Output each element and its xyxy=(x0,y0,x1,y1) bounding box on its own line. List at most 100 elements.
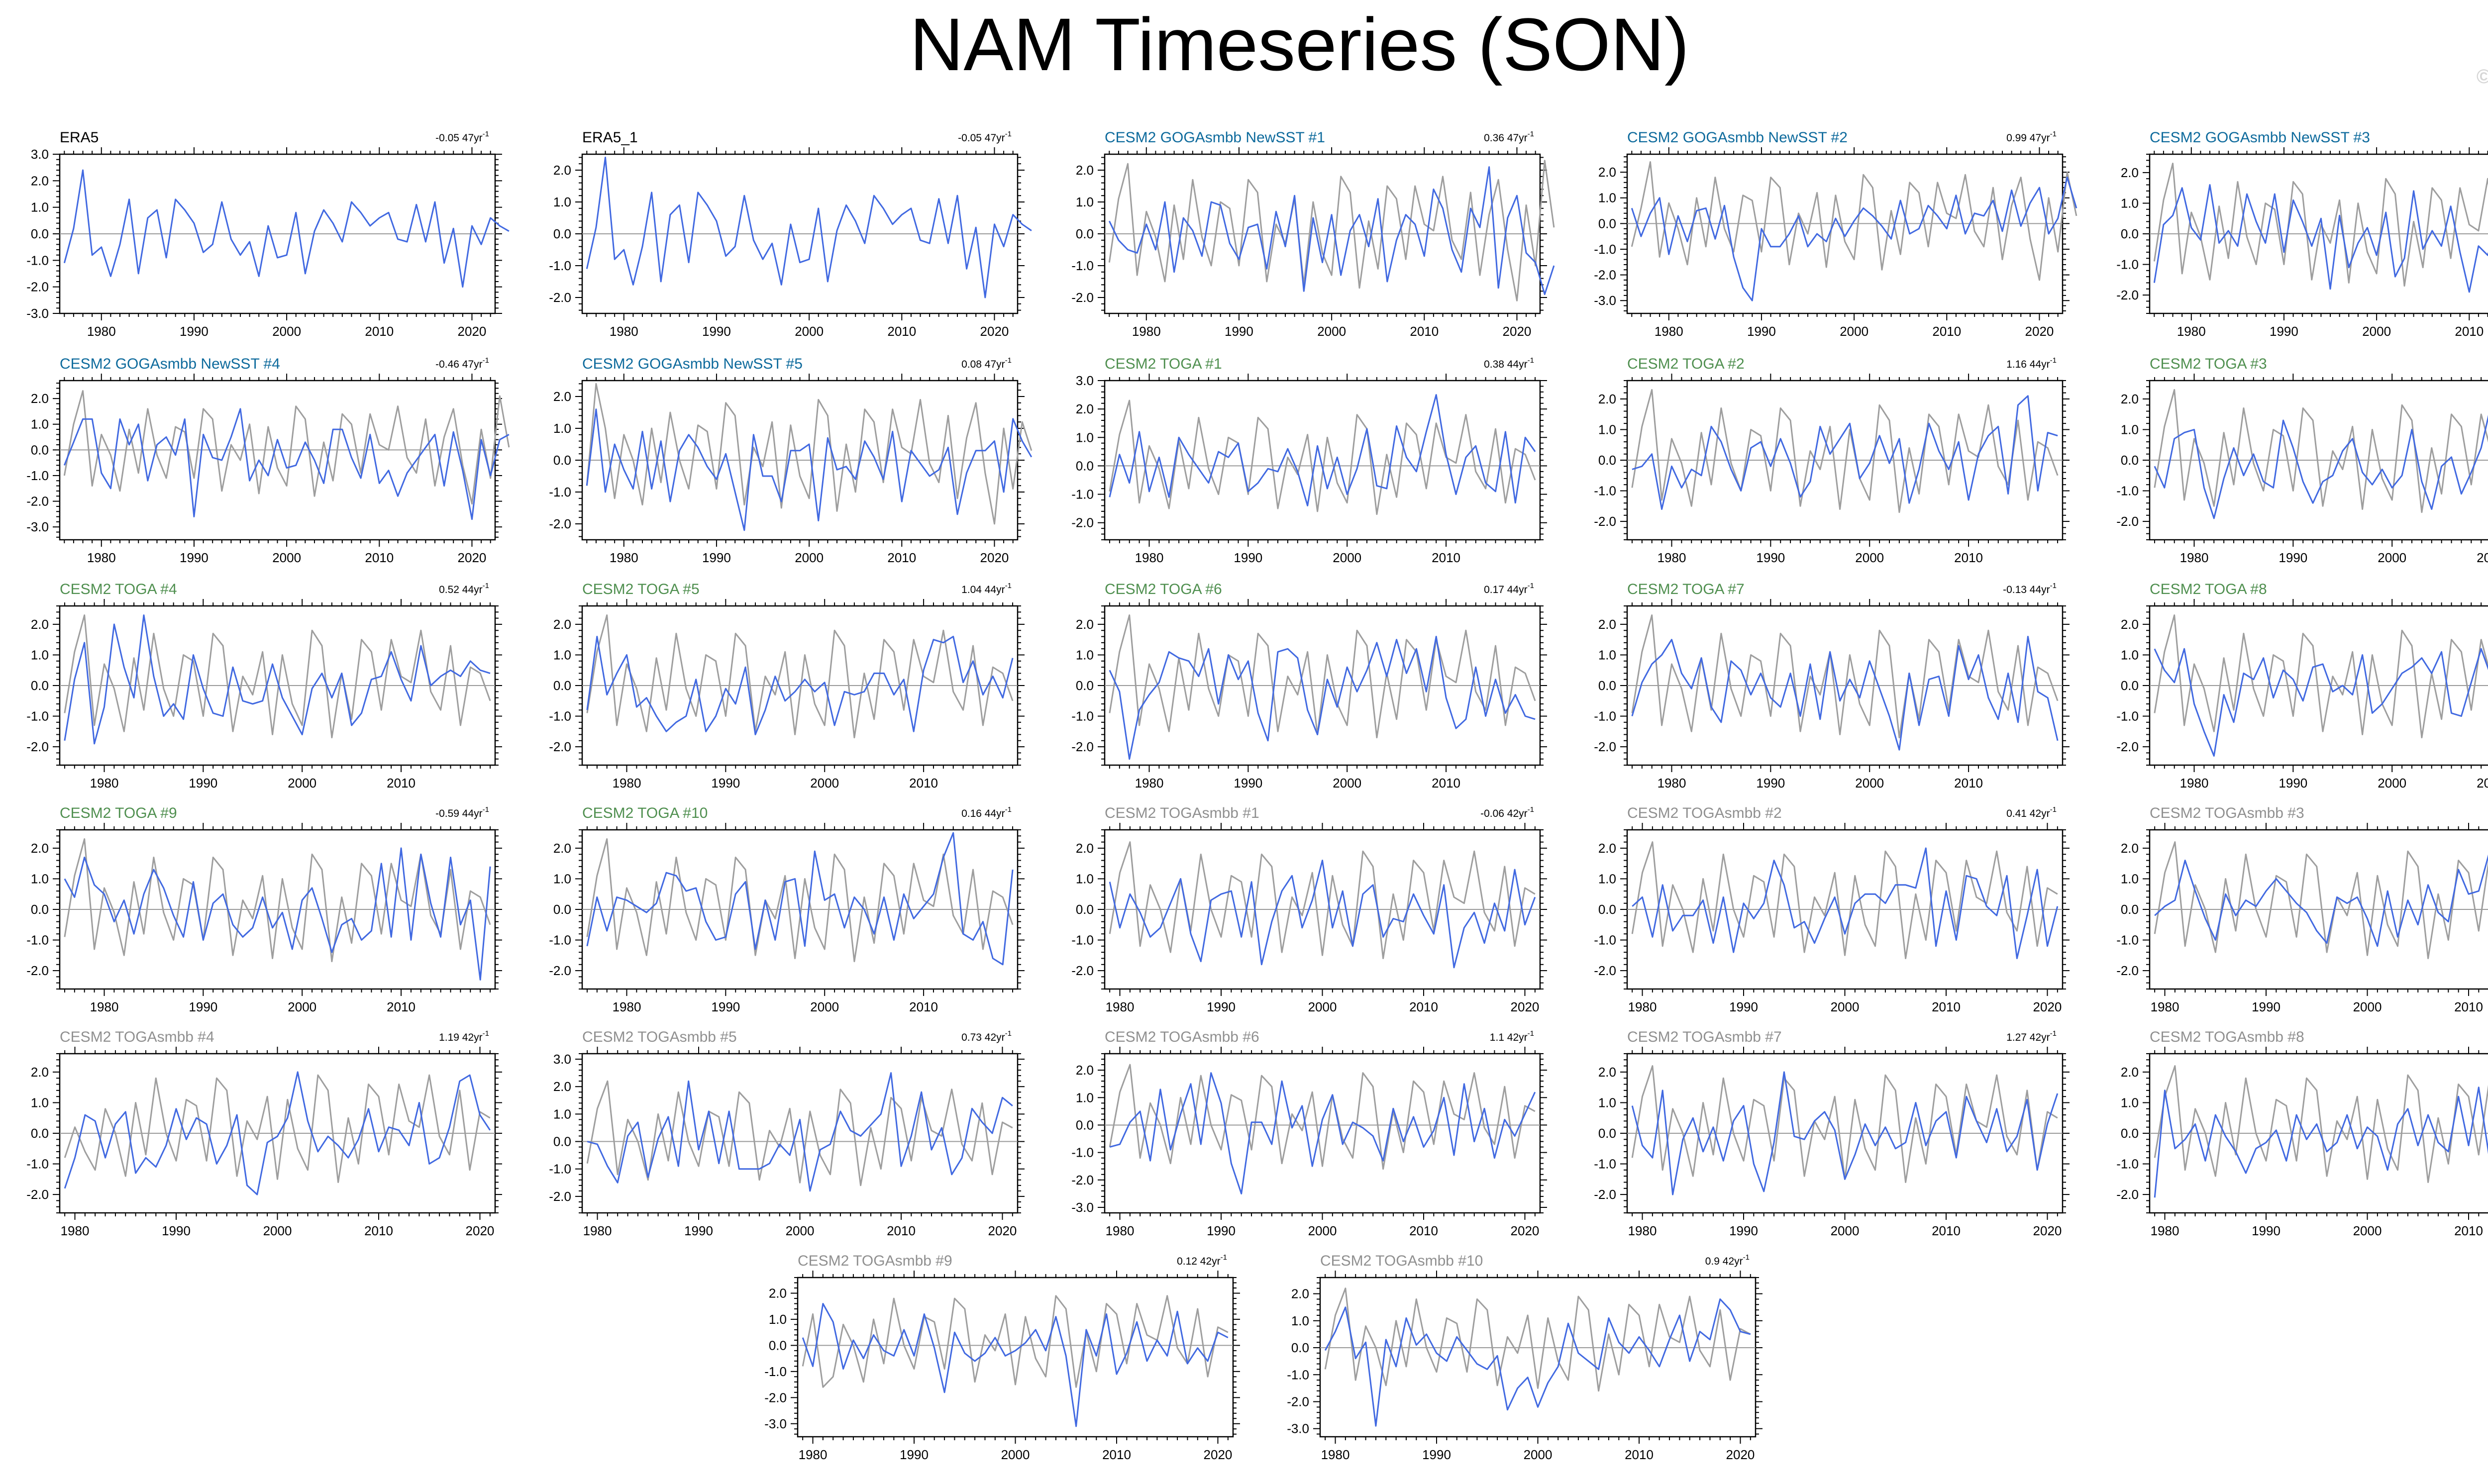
x-tick-label: 1990 xyxy=(2270,324,2298,339)
x-tick-label: 2020 xyxy=(1726,1447,1755,1462)
x-tick-label: 1980 xyxy=(90,776,119,791)
y-tick-label: -2.0 xyxy=(26,739,49,754)
y-tick-label: 0.0 xyxy=(1076,226,1094,241)
panel-title: ERA5 xyxy=(60,129,99,146)
y-tick-label: 1.0 xyxy=(1076,871,1094,886)
x-tick-label: 2000 xyxy=(1333,550,1361,565)
x-tick-label: 2010 xyxy=(2454,999,2483,1014)
panel-title: CESM2 GOGAsmbb NewSST #5 xyxy=(582,356,803,372)
x-tick-label: 1990 xyxy=(1225,324,1253,339)
y-tick-label: 0.0 xyxy=(1598,216,1616,231)
comparison-series-line xyxy=(1631,389,2059,513)
panel-18: 1980 1990 2000 2010 2020 -2.0 -1.0 0.0 1.0 2.0 CES… xyxy=(1071,805,1547,1014)
y-tick-label: 2.0 xyxy=(1076,841,1094,856)
trend-exponent: -1 xyxy=(1528,805,1534,814)
panel-trend: 0.99 47yr-1 xyxy=(2006,130,2057,144)
panel-title: CESM2 GOGAsmbb NewSST #3 xyxy=(2150,129,2370,146)
panel-trend: 0.52 44yr-1 xyxy=(439,582,489,595)
primary-series-line xyxy=(1631,177,2077,301)
primary-series-line xyxy=(1631,636,2059,751)
y-tick-label: 0.0 xyxy=(2121,678,2139,693)
y-tick-label: 0.0 xyxy=(553,453,571,468)
x-tick-label: 1990 xyxy=(1747,324,1776,339)
y-tick-label: 1.0 xyxy=(31,871,49,886)
y-tick-label: -2.0 xyxy=(549,963,571,978)
comparison-series-line xyxy=(1631,161,2077,281)
x-tick-label: 2010 xyxy=(909,776,938,791)
trend-exponent: -1 xyxy=(2050,1029,2057,1038)
panel-25: 19801990200020102020-2.0-1.00.01.02.0CES… xyxy=(2116,1029,2488,1238)
comparison-series-line xyxy=(63,390,510,505)
y-tick-label: -2.0 xyxy=(2116,514,2139,529)
y-tick-label: 2.0 xyxy=(1598,617,1616,632)
x-tick-label: 2000 xyxy=(1317,324,1346,339)
plot-frame xyxy=(1626,153,2064,314)
trend-exponent: -1 xyxy=(2050,582,2057,590)
x-tick-label: 2000 xyxy=(263,1223,292,1238)
panel-trend: 1.19 42yr-1 xyxy=(439,1029,489,1043)
x-tick-label: 1990 xyxy=(702,324,731,339)
x-tick-label: 2010 xyxy=(1954,776,1983,791)
x-tick-label: 1980 xyxy=(90,999,119,1014)
y-tick-label: 1.0 xyxy=(31,200,49,215)
x-tick-label: 2010 xyxy=(2477,550,2488,565)
y-tick-label: 0.0 xyxy=(31,678,49,693)
panel-15: 1980 1990 2000 2010 -2.0 -1.0 0.0 1.0 2.0 CESM2 T… xyxy=(2116,581,2488,791)
x-tick-label: 1980 xyxy=(583,1223,612,1238)
plot-frame xyxy=(581,1053,1019,1214)
x-tick-label: 1990 xyxy=(1207,1223,1236,1238)
y-tick-label: 1.0 xyxy=(1598,647,1616,662)
comparison-series-line xyxy=(2154,841,2488,959)
comparison-series-line xyxy=(64,614,491,739)
x-tick-label: 1980 xyxy=(2180,550,2209,565)
comparison-series-line xyxy=(1631,841,2058,959)
y-tick-label: 0.0 xyxy=(553,678,571,693)
primary-series-line xyxy=(64,1071,491,1195)
x-tick-label: 2000 xyxy=(795,324,824,339)
y-tick-label: 2.0 xyxy=(553,617,571,632)
x-tick-label: 2020 xyxy=(2033,999,2062,1014)
y-tick-label: 0.0 xyxy=(1598,678,1616,693)
x-tick-label: 2010 xyxy=(387,999,415,1014)
primary-series-line xyxy=(802,1303,1229,1427)
panel-trend: 1.1 42yr-1 xyxy=(1490,1029,1534,1043)
y-tick-label: -2.0 xyxy=(2116,288,2139,302)
x-tick-label: 2020 xyxy=(458,324,487,339)
primary-series-line xyxy=(2153,184,2488,293)
trend-exponent: -1 xyxy=(1005,356,1012,365)
x-tick-label: 2000 xyxy=(810,999,839,1014)
y-tick-label: 1.0 xyxy=(553,421,571,436)
y-tick-label: -2.0 xyxy=(2116,739,2139,754)
comparison-series-line xyxy=(1108,160,1555,301)
x-tick-label: 2000 xyxy=(1001,1447,1030,1462)
y-tick-label: -1.0 xyxy=(2116,484,2139,498)
primary-series-line xyxy=(63,408,510,520)
y-tick-label: -1.0 xyxy=(1071,933,1094,948)
panel-27: 1980 1990 2000 2010 2020 -3.0 -2.0 -1.0 0.0 1.0 2.… xyxy=(1287,1253,1762,1462)
panel-title: CESM2 TOGA #7 xyxy=(1627,581,1745,597)
x-tick-label: 2000 xyxy=(2362,324,2391,339)
x-tick-label: 2010 xyxy=(365,324,394,339)
panel-title: CESM2 TOGA #8 xyxy=(2150,581,2267,597)
y-tick-label: -2.0 xyxy=(1071,739,1094,754)
y-tick-label: 1.0 xyxy=(1291,1313,1309,1328)
panel-14: 1980 1990 2000 2010 -2.0 -1.0 0.0 1.0 2.0 CESM2 T… xyxy=(1594,581,2070,791)
y-tick-label: 0.0 xyxy=(769,1338,787,1353)
x-tick-label: 1980 xyxy=(61,1223,90,1238)
y-tick-label: 2.0 xyxy=(1076,617,1094,632)
primary-series-line xyxy=(63,169,510,288)
panel-title: CESM2 TOGA #1 xyxy=(1105,356,1222,372)
trend-exponent: -1 xyxy=(483,1029,489,1038)
y-tick-label: 0.0 xyxy=(1598,1126,1616,1141)
panel-title: CESM2 TOGA #10 xyxy=(582,805,708,821)
primary-series-line xyxy=(586,832,1014,966)
x-tick-label: 1990 xyxy=(1729,999,1758,1014)
y-tick-label: 2.0 xyxy=(2121,841,2139,856)
x-tick-label: 2000 xyxy=(795,550,824,565)
y-tick-label: -2.0 xyxy=(549,516,571,531)
y-tick-label: 0.0 xyxy=(1598,453,1616,468)
y-tick-label: -2.0 xyxy=(2116,1187,2139,1202)
plot-frame xyxy=(1104,380,1541,541)
y-tick-label: -3.0 xyxy=(1287,1421,1309,1436)
y-tick-label: -1.0 xyxy=(2116,257,2139,272)
